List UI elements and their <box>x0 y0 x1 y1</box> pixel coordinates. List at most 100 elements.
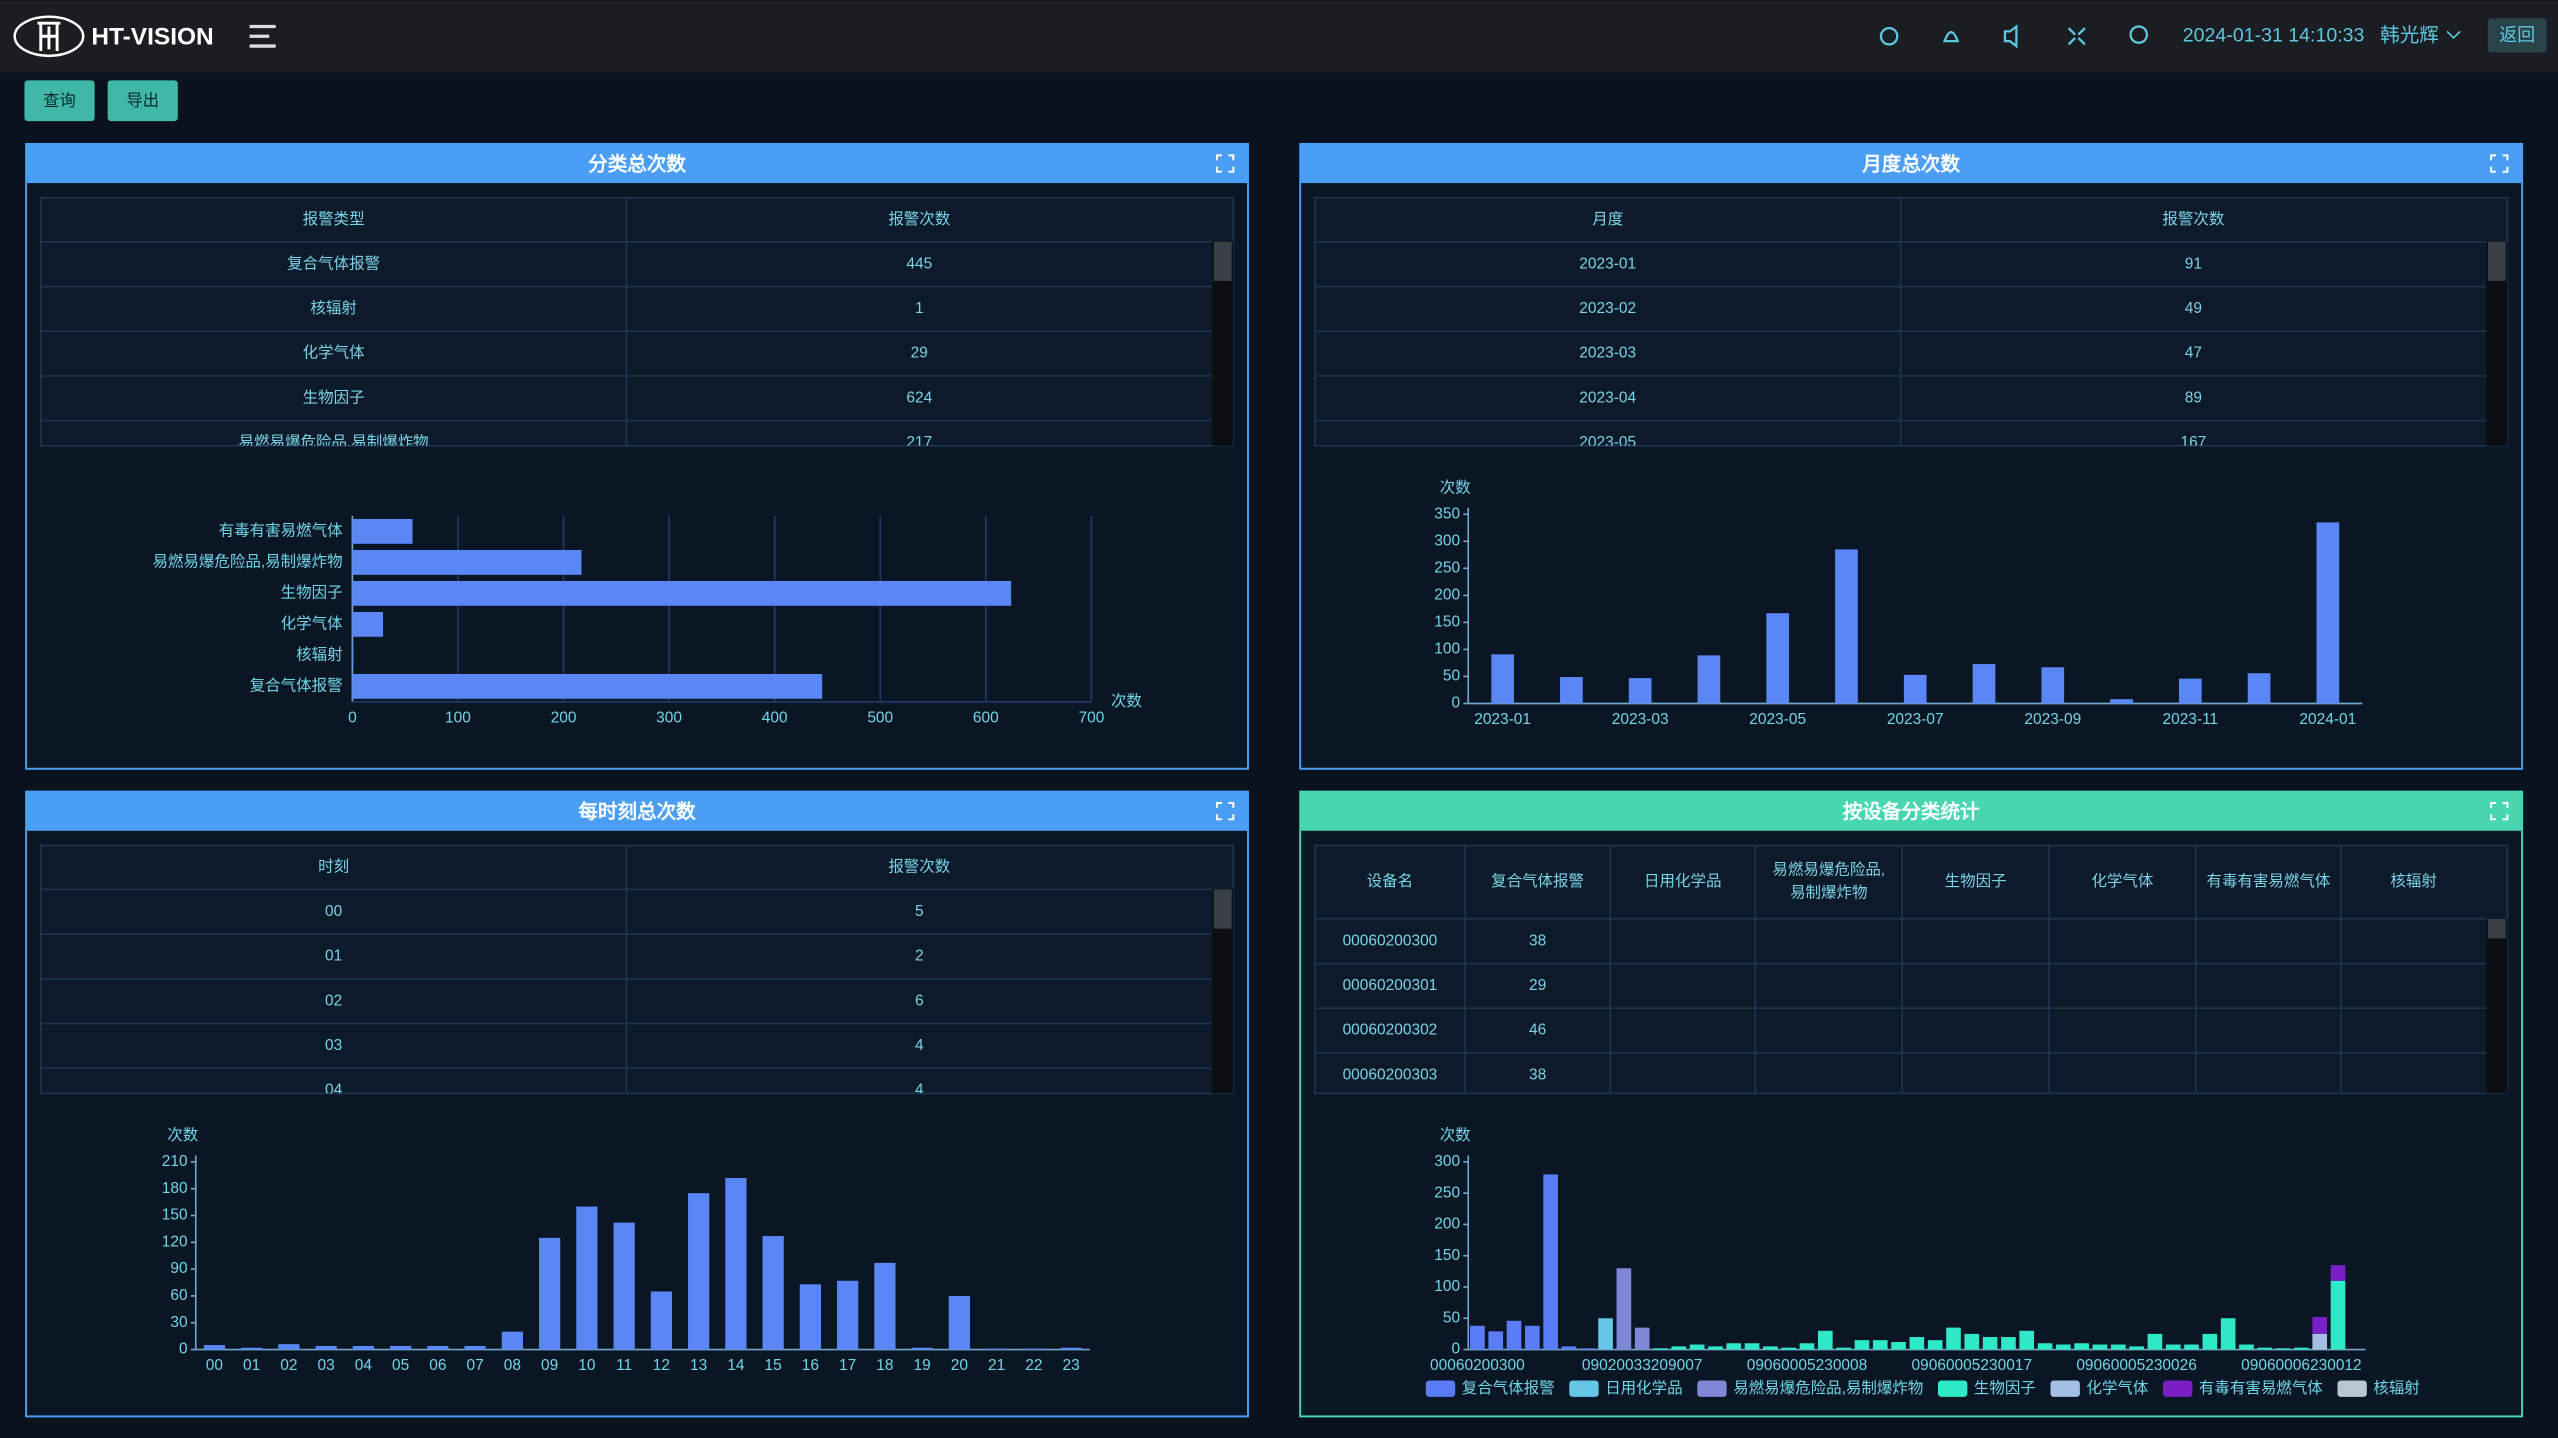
scrollbar-track <box>1212 241 1234 446</box>
x-tick-label: 09 <box>541 1357 558 1374</box>
y-tick-label: 复合气体报警 <box>250 676 343 694</box>
bar <box>688 1193 710 1350</box>
query-button[interactable] <box>24 80 95 122</box>
y-tick-label: 250 <box>1434 1184 1460 1201</box>
bar <box>613 1222 635 1350</box>
bar <box>352 642 354 668</box>
export-label[interactable]: 导出 <box>126 92 159 110</box>
y-tick-label: 150 <box>162 1207 188 1224</box>
bar-segment <box>2019 1330 2035 1350</box>
x-tick-label: 700 <box>1078 709 1104 726</box>
bar-segment <box>2001 1337 2016 1350</box>
x-tick-label: 00 <box>206 1357 223 1374</box>
table-cell: 00060200300 <box>1343 932 1438 949</box>
table-cell: 00060200303 <box>1343 1066 1438 1083</box>
y-tick-label: 200 <box>1434 1216 1460 1233</box>
table-body: 00 5 01 2 02 6 03 4 04 4 <box>40 903 1213 1099</box>
legend-label: 日用化学品 <box>1605 1379 1682 1397</box>
legend-swatch <box>1697 1380 1727 1397</box>
table-cell: 4 <box>915 1082 924 1099</box>
bar <box>1835 549 1858 704</box>
bar-segment <box>2092 1344 2108 1350</box>
sound-icon[interactable] <box>2003 24 2018 49</box>
column-header: 复合气体报警 <box>1491 872 1584 890</box>
y-tick-label: 50 <box>1443 1309 1460 1326</box>
table-cell: 624 <box>906 389 932 406</box>
x-tick-label: 22 <box>1025 1357 1042 1374</box>
back-label[interactable]: 返回 <box>2499 25 2535 45</box>
column-header: 化学气体 <box>2091 872 2153 890</box>
query-label[interactable]: 查询 <box>43 92 76 110</box>
bell-icon[interactable] <box>1942 31 1960 43</box>
bar-segment <box>1579 1348 1595 1350</box>
user-name[interactable]: 韩光辉 <box>2380 24 2439 46</box>
bar <box>874 1262 896 1350</box>
logo-mark <box>13 15 85 58</box>
x-tick-label: 17 <box>839 1357 856 1374</box>
column-header: 报警次数 <box>888 210 950 228</box>
x-tick-label: 09060006230012 <box>2241 1357 2362 1374</box>
table-cell: 47 <box>2185 345 2202 362</box>
bar <box>2247 673 2271 704</box>
bar <box>352 549 582 575</box>
table-frame <box>1314 844 2509 1095</box>
export-button[interactable] <box>107 80 178 122</box>
column-header: 报警类型 <box>303 210 365 228</box>
menu-icon[interactable] <box>249 24 276 48</box>
x-tick-label: 13 <box>690 1357 707 1374</box>
expand-icon[interactable] <box>2490 802 2509 821</box>
bar-segment <box>1909 1337 1925 1350</box>
bar-segment <box>2330 1280 2346 1350</box>
table-cell: 2023-05 <box>1579 434 1636 451</box>
column-header: 月度 <box>1592 210 1623 228</box>
table-cell: 2023-03 <box>1579 345 1636 362</box>
scrollbar-thumb <box>1213 889 1232 929</box>
bar <box>464 1345 486 1350</box>
x-tick-label: 06 <box>429 1357 446 1374</box>
column-header: 日用化学品 <box>1644 872 1721 890</box>
bar-segment <box>2184 1344 2199 1350</box>
location-icon[interactable] <box>2129 25 2149 44</box>
bar-segment <box>1689 1344 1705 1350</box>
table-cell: 49 <box>2185 300 2202 317</box>
bar-segment <box>1726 1343 1742 1350</box>
bar-segment <box>1946 1327 1961 1350</box>
table-frame <box>39 196 1235 447</box>
y-tick-label: 100 <box>1434 641 1460 658</box>
legend-label: 化学气体 <box>2086 1379 2148 1397</box>
legend-swatch <box>1425 1380 1456 1397</box>
x-tick-label: 09060005230017 <box>1912 1357 2033 1374</box>
fullscreen-icon[interactable] <box>2067 27 2086 46</box>
bar <box>501 1331 524 1350</box>
bar-segment <box>2165 1344 2181 1350</box>
bar-segment <box>1653 1348 1668 1350</box>
expand-icon[interactable] <box>1216 802 1235 821</box>
bar <box>539 1237 561 1350</box>
column-header: 设备名 <box>1367 872 1413 890</box>
x-tick-label: 2023-05 <box>1749 711 1806 728</box>
table-cell: 89 <box>2185 389 2202 406</box>
legend-swatch <box>1937 1380 1968 1397</box>
expand-icon[interactable] <box>2490 154 2509 173</box>
user-caret[interactable] <box>2446 30 2461 40</box>
expand-icon[interactable] <box>1216 154 1235 173</box>
y-tick-label: 60 <box>170 1287 187 1304</box>
back-button[interactable] <box>2487 18 2547 53</box>
bar-segment <box>1488 1331 1504 1350</box>
globe-icon[interactable] <box>1879 26 1899 46</box>
bar <box>2110 699 2133 704</box>
y-axis-label: 次数 <box>167 1126 198 1144</box>
logo-glyph <box>37 21 61 51</box>
bar-segment <box>1708 1346 1723 1350</box>
panel-title: 分类总次数 <box>588 152 686 175</box>
table-frame <box>1314 196 2509 447</box>
bar <box>1697 655 1721 704</box>
x-tick-label: 2023-09 <box>2024 711 2081 728</box>
panel-title: 每时刻总次数 <box>578 800 696 823</box>
table-cell: 445 <box>906 255 932 272</box>
bar-segment <box>1964 1333 1980 1350</box>
x-tick-label: 10 <box>578 1357 595 1374</box>
panel-title: 月度总次数 <box>1861 152 1960 175</box>
x-tick-label: 600 <box>973 709 999 726</box>
